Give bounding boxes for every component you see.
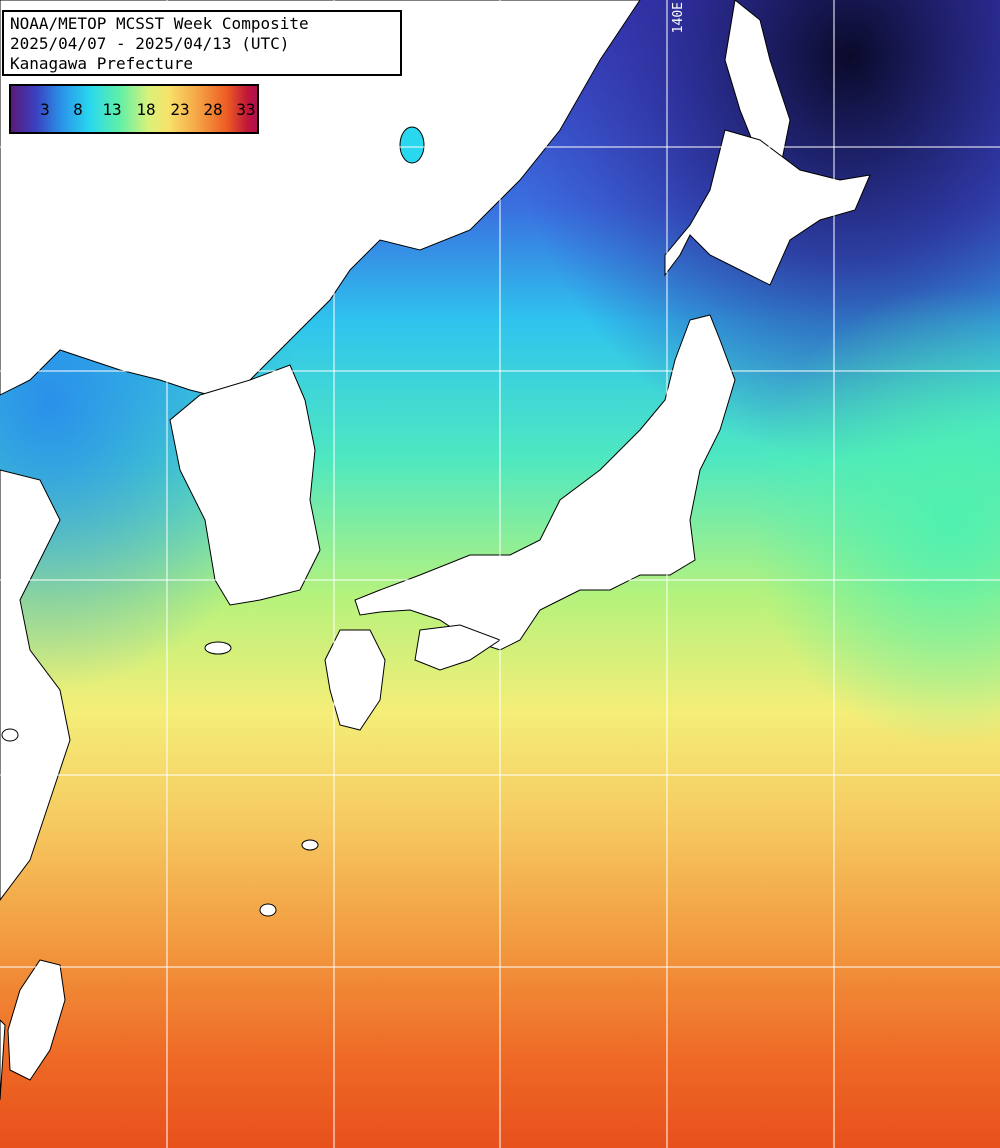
map-title: NOAA/METOP MCSST Week Composite: [10, 14, 309, 33]
map-title-box: NOAA/METOP MCSST Week Composite 2025/04/…: [2, 10, 402, 76]
colorbar-label: 33: [236, 100, 256, 119]
grid-label-lat: 40N: [6, 353, 30, 368]
land-china-south: [0, 1019, 6, 1101]
land-shikoku: [414, 624, 502, 671]
land-island-north: [399, 126, 425, 164]
land-island-jeju: [204, 641, 232, 655]
land-island-shandong: [1, 728, 19, 742]
land-kyushu: [324, 629, 386, 731]
colorbar-label: 18: [136, 100, 156, 119]
land-taiwan: [7, 959, 66, 1081]
land-china-coast: [0, 469, 71, 901]
colorbar-label: 8: [73, 100, 83, 119]
temperature-colorbar: 3 8 13 18 23 28 33: [9, 84, 259, 134]
grid-label-lon: 140E: [671, 2, 686, 34]
colorbar-label: 28: [203, 100, 223, 119]
region-name: Kanagawa Prefecture: [10, 54, 194, 73]
land-island-ryukyu-2: [259, 903, 277, 917]
land-hokkaido: [664, 129, 871, 286]
colorbar-label: 3: [40, 100, 50, 119]
date-range: 2025/04/07 - 2025/04/13 (UTC): [10, 34, 290, 53]
colorbar-label: 23: [170, 100, 190, 119]
land-island-ryukyu-1: [301, 839, 319, 851]
land-korea: [169, 364, 321, 606]
colorbar-label: 13: [102, 100, 122, 119]
